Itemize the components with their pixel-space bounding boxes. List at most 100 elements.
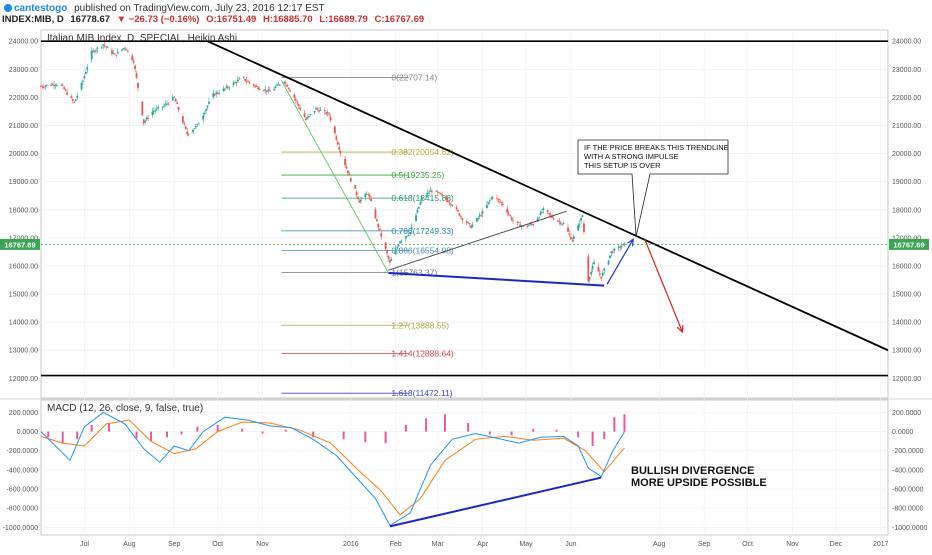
candle-body (242, 77, 245, 79)
candle-body (177, 106, 180, 110)
candle-body (328, 113, 331, 115)
candle-body (477, 217, 480, 219)
candle-body (417, 207, 420, 209)
candle-body (196, 124, 199, 126)
candle-body (326, 112, 329, 114)
macd-divergence-line[interactable] (389, 476, 602, 528)
left-last-price-badge (0, 238, 40, 250)
candle-body (488, 200, 491, 202)
candle-body (347, 170, 349, 174)
candle-body (294, 99, 297, 101)
candle-body (581, 215, 584, 217)
up-arrow[interactable] (606, 238, 634, 285)
candle-body (380, 233, 383, 237)
fib-level-label: 1.27(13888.55) (391, 320, 449, 330)
candle-body (134, 65, 137, 69)
candle-body (197, 123, 200, 125)
candle-body (45, 84, 48, 86)
candle-body (124, 47, 126, 49)
candle-body (357, 197, 359, 200)
right-price-tick-label: 17000.00 (892, 235, 921, 242)
candle-body (561, 223, 564, 225)
candle-body (597, 266, 600, 272)
candle-body (334, 126, 336, 134)
candle-body (44, 85, 47, 87)
candle-body (406, 235, 409, 237)
macd-histogram-bar (165, 431, 168, 438)
candle-body (268, 90, 271, 92)
candle-body (399, 241, 401, 244)
candle-body (155, 108, 158, 110)
price-divergence-line[interactable] (388, 271, 605, 287)
candle-body (572, 236, 575, 239)
candle-body (394, 249, 397, 255)
candle-body (278, 84, 281, 86)
candle-body (299, 107, 302, 110)
author-name[interactable]: cantestogo (14, 3, 67, 14)
candle-body (500, 202, 503, 204)
candle-body (470, 225, 472, 229)
time-tick-label: Nov (786, 541, 799, 548)
candle-body (410, 226, 413, 230)
time-tick-label: Aug (653, 541, 666, 548)
time-tick-label: Sep (168, 541, 181, 548)
trend-drawings[interactable] (41, 40, 889, 377)
candle-body (126, 50, 129, 52)
candle-body (583, 223, 585, 232)
change-value: ▼ −26.73 (−0.16%) (117, 14, 200, 25)
candle-body (431, 191, 433, 192)
candle-body (438, 192, 441, 194)
fib-leg-line[interactable] (280, 80, 389, 274)
candle-body (478, 215, 481, 217)
candle-body (66, 92, 68, 95)
down-arrow[interactable] (644, 239, 683, 333)
candle-body (390, 259, 393, 261)
left-price-tick-label: 12000.00 (9, 376, 38, 383)
main-pane-frame (40, 29, 889, 399)
candle-body (234, 82, 236, 83)
fib-level-label: 0.886(16554.98) (391, 245, 454, 255)
candle-body (286, 84, 289, 87)
candle-body (111, 50, 113, 54)
candle-body (254, 85, 257, 87)
candle-body (95, 50, 97, 52)
candle-body (598, 273, 601, 275)
candle-body (318, 110, 320, 112)
tradingview-logo-icon (4, 4, 12, 12)
candle-body (147, 117, 150, 119)
candle-body (313, 110, 316, 113)
support-trendline[interactable] (388, 210, 567, 271)
callout-text-line: THIS SETUP IS OVER (584, 161, 661, 170)
candle-body (336, 142, 339, 145)
macd-indicator: 200.0000 200.0000 0.0000 0.0000 -200.0000 -20… (3, 410, 928, 532)
left-price-tick-label: 17000.00 (9, 235, 38, 242)
high-value: H:16885.70 (263, 14, 313, 25)
macd-histogram-bar (488, 431, 491, 435)
candle-body (166, 103, 168, 105)
callout-bubble[interactable] (577, 139, 729, 237)
macd-histogram-bar (467, 422, 470, 432)
downtrend-line[interactable] (207, 40, 889, 352)
candle-body (552, 218, 555, 220)
time-tick-label: Dec (830, 541, 843, 548)
macd-histogram-bar (623, 414, 626, 432)
right-last-price-badge (889, 238, 929, 250)
candle-body (237, 79, 239, 82)
candle-body (183, 123, 186, 125)
candle-body (293, 94, 296, 98)
candle-body (541, 211, 543, 213)
candle-body (601, 272, 604, 276)
candle-body (63, 87, 66, 90)
candle-body (619, 247, 622, 248)
fib-level-label: 1.414(12888.64) (391, 348, 454, 358)
macd-histogram-bar (384, 431, 387, 444)
candle-body (590, 271, 593, 275)
candle-body (538, 217, 540, 219)
candle-body (60, 84, 63, 86)
fib-level-label: 1(15763.37) (391, 268, 437, 278)
fib-level-label: 0.382(20054.62) (391, 147, 454, 157)
right-price-tick-label: 23000.00 (892, 67, 921, 74)
grid (41, 30, 888, 535)
